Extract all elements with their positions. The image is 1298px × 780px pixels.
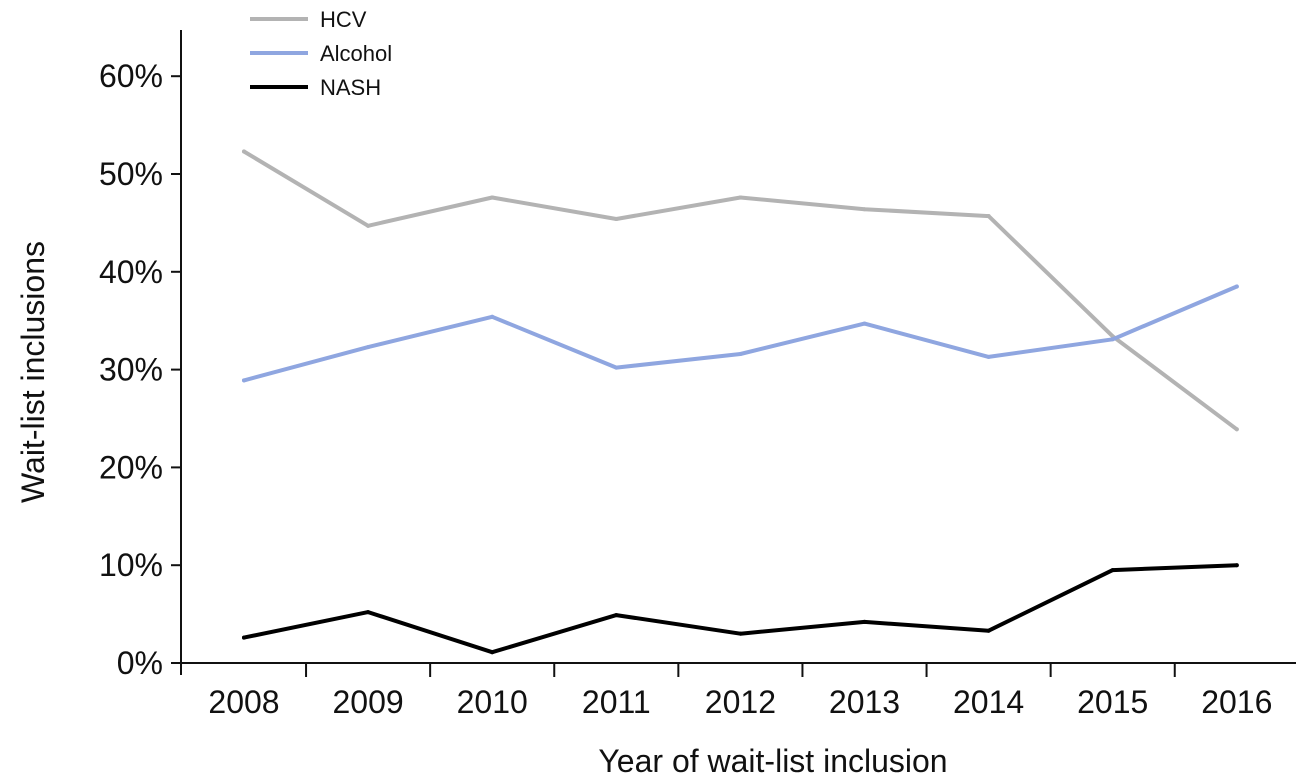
series-line-alcohol [242,284,1239,383]
data-point-hcv [242,149,246,154]
data-point-nash [986,628,991,633]
data-point-hcv [862,207,867,212]
data-point-alcohol [614,365,619,370]
data-point-alcohol [366,345,371,350]
data-point-alcohol [862,321,867,326]
y-axis: 0% 10% 20% 30% 40% 50% 60% [99,30,182,681]
data-point-nash [738,631,743,636]
data-point-alcohol [242,378,246,383]
data-point-nash [1110,568,1115,573]
data-point-nash [242,635,246,640]
data-point-nash [614,613,619,618]
legend-label-nash: NASH [320,75,381,100]
data-point-hcv [366,223,371,228]
data-point-nash [862,619,867,624]
data-point-nash [490,650,495,655]
x-tick-label: 2016 [1201,684,1272,720]
x-tick-label: 2015 [1077,684,1148,720]
data-point-alcohol [738,351,743,356]
y-tick-label: 30% [99,352,163,388]
y-tick-label: 40% [99,254,163,290]
x-tick-label: 2009 [333,684,404,720]
data-point-hcv [490,195,495,200]
x-axis: 2008 2009 2010 2011 2012 2013 2014 2015 2016 [181,662,1296,720]
x-tick-label: 2014 [953,684,1024,720]
x-tick-label: 2008 [208,684,279,720]
x-tick-label: 2012 [705,684,776,720]
legend-label-alcohol: Alcohol [320,41,392,66]
series-line-hcv [242,149,1239,432]
data-point-nash [366,610,371,615]
data-point-alcohol [986,354,991,359]
series-line-nash [242,563,1239,655]
data-point-hcv [738,195,743,200]
y-tick-label: 20% [99,449,163,485]
legend-label-hcv: HCV [320,7,367,32]
x-tick-label: 2010 [457,684,528,720]
legend: HCV Alcohol NASH [250,7,392,100]
x-tick-label: 2013 [829,684,900,720]
y-tick-label: 50% [99,156,163,192]
data-point-alcohol [1234,284,1239,289]
data-point-hcv [614,216,619,221]
data-point-hcv [986,214,991,219]
y-tick-label: 10% [99,547,163,583]
y-tick-label: 0% [117,645,163,681]
series-layer [242,149,1239,655]
x-tick-label: 2011 [582,684,651,720]
data-point-alcohol [490,314,495,319]
y-axis-title: Wait-list inclusions [15,241,51,503]
data-point-nash [1234,563,1239,568]
x-axis-title: Year of wait-list inclusion [598,743,947,779]
y-tick-label: 60% [99,58,163,94]
data-point-alcohol [1110,337,1115,342]
data-point-hcv [1234,427,1239,432]
